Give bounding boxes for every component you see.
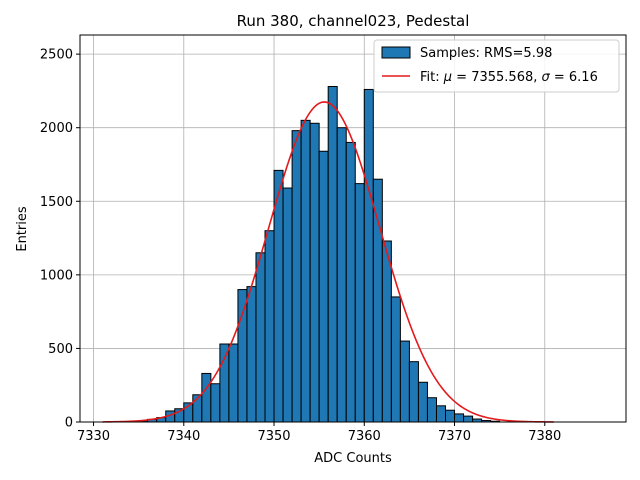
- legend-histogram-label: Samples: RMS=5.98: [420, 46, 552, 61]
- legend-sigma-value: = 6.16: [550, 70, 598, 85]
- y-tick-label: 500: [48, 342, 73, 357]
- histogram-bar: [363, 88, 374, 423]
- histogram-bar: [372, 178, 383, 423]
- histogram-bars: [129, 86, 501, 423]
- histogram-bar: [255, 252, 266, 423]
- plot-frame: [79, 34, 627, 423]
- histogram-bar: [318, 150, 329, 423]
- histogram-bar: [390, 296, 401, 423]
- x-tick-label: 7360: [348, 429, 381, 444]
- histogram-bar: [228, 343, 239, 423]
- legend-fit-label: Fit: μ = 7355.568, σ = 6.16: [420, 70, 598, 85]
- legend-histogram-swatch: [381, 46, 411, 59]
- histogram-bar: [381, 240, 392, 423]
- x-tick-label: 7340: [167, 429, 200, 444]
- histogram-bar: [435, 405, 447, 423]
- histogram-bar: [264, 230, 275, 423]
- x-axis-label: ADC Counts: [314, 451, 392, 466]
- y-tick-label: 2000: [40, 121, 73, 136]
- x-tick-label: 7330: [77, 429, 110, 444]
- histogram-bar: [345, 141, 356, 423]
- chart-title: Run 380, channel023, Pedestal: [237, 12, 470, 30]
- histogram-bar: [426, 397, 437, 423]
- histogram-bar: [237, 289, 248, 423]
- histogram-bar: [336, 127, 347, 423]
- histogram-bar: [454, 413, 465, 423]
- legend-box: [373, 39, 620, 93]
- histogram-bar: [445, 409, 456, 423]
- legend-fit-prefix: Fit:: [420, 70, 444, 85]
- legend-mu-symbol: μ: [443, 70, 452, 85]
- y-tick-label: 2500: [40, 48, 73, 63]
- x-tick-label: 7370: [438, 429, 471, 444]
- histogram-bar: [210, 383, 221, 423]
- x-tick-label: 7380: [528, 429, 561, 444]
- histogram-bar: [354, 183, 365, 423]
- histogram-bar: [246, 286, 257, 423]
- legend-mu-value: = 7355.568,: [452, 70, 541, 85]
- y-tick-label: 1500: [40, 195, 73, 210]
- histogram-bar: [417, 381, 428, 423]
- x-tick-label: 7350: [257, 429, 290, 444]
- histogram-bar: [399, 340, 410, 423]
- histogram-bar: [201, 372, 212, 423]
- fit-curve-line: [102, 101, 554, 423]
- y-axis-ticks: 0 500 1000 1500 2000 2500: [40, 48, 80, 431]
- legend: Samples: RMS=5.98 Fit: μ = 7355.568, σ =…: [373, 39, 620, 93]
- histogram-bar: [309, 122, 320, 423]
- histogram-bar: [327, 86, 338, 423]
- y-tick-label: 0: [65, 416, 73, 431]
- histogram-bar: [273, 169, 284, 423]
- y-tick-label: 1000: [40, 268, 73, 283]
- legend-sigma-symbol: σ: [542, 70, 551, 85]
- histogram-bar: [219, 343, 230, 423]
- y-axis-label: Entries: [15, 206, 30, 252]
- histogram-bar: [463, 415, 474, 423]
- histogram-bar: [300, 119, 311, 423]
- x-axis-ticks: 7330 7340 7350 7360 7370 7380: [77, 422, 561, 444]
- histogram-bar: [282, 187, 293, 423]
- histogram-bar: [291, 130, 302, 423]
- histogram-bar: [408, 361, 419, 423]
